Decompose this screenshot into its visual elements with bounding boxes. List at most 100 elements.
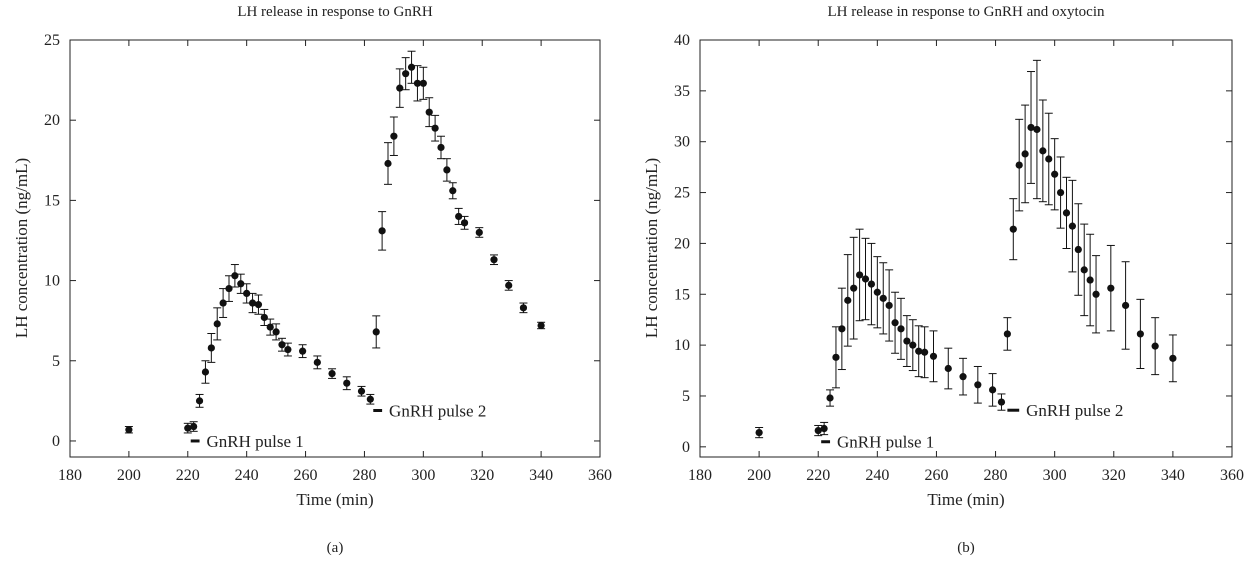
y-tick-label-a: 0: [52, 433, 60, 450]
marker: [278, 341, 286, 349]
marker: [237, 280, 245, 288]
marker: [1015, 161, 1023, 169]
marker: [974, 381, 982, 389]
y-tick-label-b: 15: [674, 286, 690, 303]
marker: [1086, 276, 1094, 284]
marker: [201, 368, 210, 376]
data-point-a: [283, 342, 292, 357]
y-tick-label-b: 30: [674, 134, 690, 151]
panel-caption-b: (b): [957, 540, 975, 556]
x-tick-label-a: 220: [176, 467, 200, 484]
marker: [437, 143, 445, 152]
marker: [407, 63, 416, 71]
marker: [959, 373, 967, 381]
data-point-a: [236, 273, 245, 294]
marker: [425, 108, 433, 116]
data-point-b: [1038, 99, 1047, 203]
data-point-b: [1080, 223, 1089, 317]
marker: [826, 394, 834, 402]
y-tick-label-b: 5: [682, 388, 690, 405]
marker: [814, 426, 822, 435]
data-point-b: [914, 325, 923, 378]
data-point-b: [885, 269, 894, 342]
marker: [1074, 245, 1082, 254]
marker: [505, 281, 513, 289]
data-point-a: [254, 294, 263, 315]
x-tick-label-a: 260: [294, 467, 318, 484]
x-tick-label-a: 340: [529, 467, 553, 484]
data-point-a: [372, 315, 381, 349]
y-tick-label-b: 10: [674, 337, 690, 354]
marker: [903, 337, 911, 345]
marker: [254, 301, 263, 309]
data-point-b: [826, 389, 835, 407]
chart-panel-b: LH release in response to GnRH and oxyto…: [642, 4, 1244, 556]
marker: [1080, 266, 1088, 274]
marker: [231, 272, 239, 280]
data-point-b: [831, 326, 840, 389]
data-point-a: [431, 114, 440, 142]
x-tick-label-b: 300: [1043, 467, 1067, 484]
data-point-b: [902, 315, 911, 367]
marker: [1027, 123, 1035, 132]
data-point-a: [328, 368, 337, 379]
data-point-b: [1106, 244, 1115, 332]
marker: [313, 358, 321, 366]
marker: [1056, 188, 1065, 197]
marker: [455, 212, 463, 221]
x-tick-label-a: 360: [588, 467, 612, 484]
marker: [820, 424, 828, 433]
y-tick-label-b: 0: [682, 439, 690, 456]
marker: [260, 313, 268, 322]
marker: [838, 325, 846, 333]
marker: [343, 379, 351, 387]
marker: [1169, 354, 1177, 362]
y-tick-label-b: 35: [674, 83, 690, 100]
data-point-a: [342, 376, 351, 391]
data-point-a: [248, 292, 257, 314]
data-point-a: [213, 307, 222, 341]
x-tick-label-b: 360: [1220, 467, 1244, 484]
marker: [243, 289, 251, 298]
marker: [402, 70, 410, 78]
data-point-b: [1121, 261, 1130, 350]
marker: [844, 296, 852, 304]
x-axis-label-b: Time (min): [927, 490, 1004, 509]
data-point-a: [419, 66, 428, 100]
data-point-a: [389, 116, 398, 156]
data-point-a: [519, 302, 528, 314]
x-tick-label-a: 300: [411, 467, 435, 484]
marker: [867, 280, 876, 288]
panel-caption-a: (a): [327, 540, 344, 556]
x-tick-label-b: 280: [984, 467, 1008, 484]
marker: [997, 398, 1006, 406]
data-point-b: [820, 421, 829, 436]
data-point-b: [1003, 317, 1012, 351]
y-axis-label-b: LH concentration (ng/mL): [642, 158, 661, 338]
marker: [1003, 330, 1011, 338]
y-tick-label-b: 20: [674, 235, 690, 252]
data-point-a: [230, 264, 239, 288]
marker: [885, 301, 893, 310]
x-tick-label-b: 220: [806, 467, 830, 484]
data-point-a: [357, 385, 366, 397]
x-tick-label-b: 320: [1102, 467, 1126, 484]
data-point-b: [843, 254, 852, 347]
marker: [861, 275, 870, 283]
marker: [390, 132, 398, 140]
data-point-b: [1044, 112, 1053, 206]
y-tick-label-a: 5: [52, 353, 60, 370]
marker: [213, 320, 221, 328]
marker: [266, 323, 274, 331]
marker: [431, 124, 439, 132]
marker: [1068, 222, 1076, 230]
data-point-a: [298, 344, 307, 359]
data-point-a: [366, 393, 375, 405]
marker: [929, 352, 938, 360]
data-point-a: [475, 227, 484, 238]
x-axis-label-a: Time (min): [296, 490, 373, 509]
pulse-label-1-b: GnRH pulse 1: [837, 433, 934, 452]
y-axis-label-a: LH concentration (ng/mL): [12, 158, 31, 338]
x-tick-label-a: 240: [235, 467, 259, 484]
data-point-a: [313, 355, 322, 370]
